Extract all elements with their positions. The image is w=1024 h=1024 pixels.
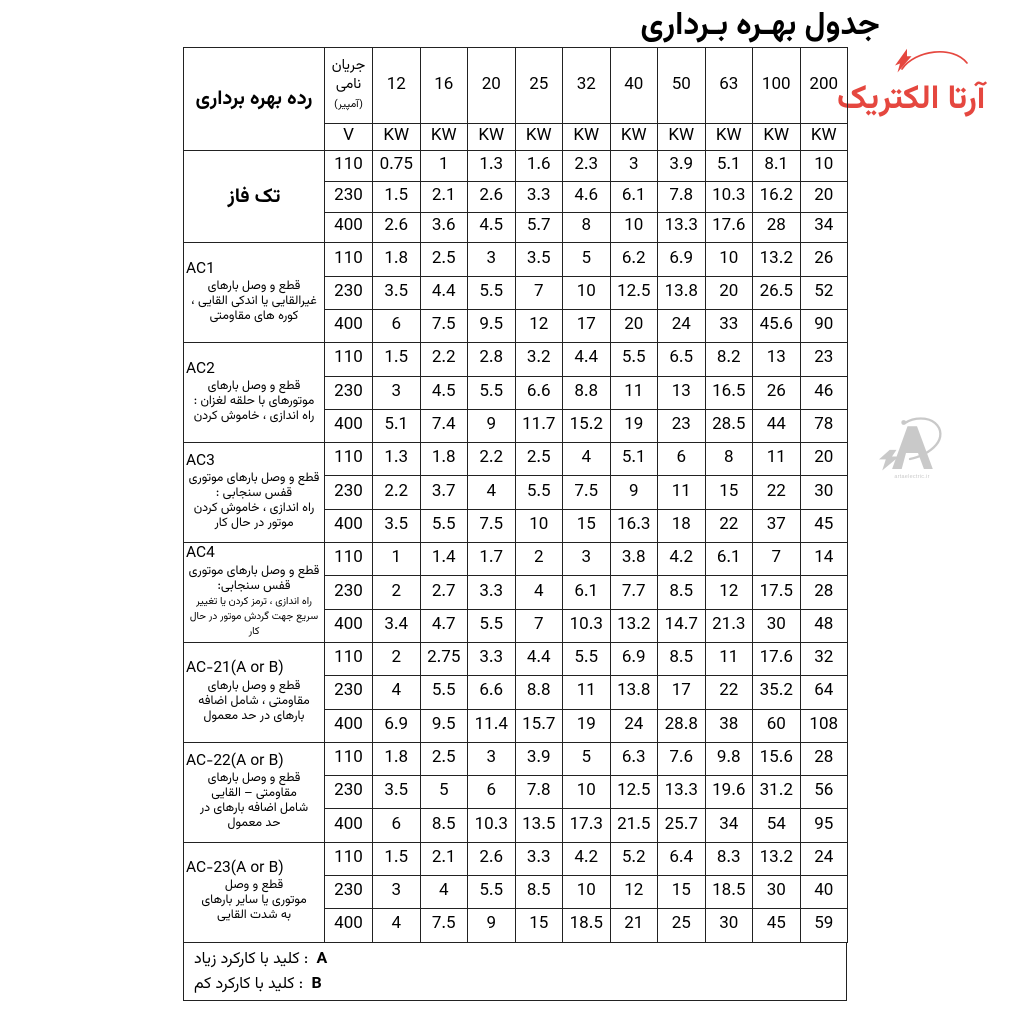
svg-text:artaelectric.ir: artaelectric.ir [894, 474, 929, 480]
svg-text:آرتا الکتریک: آرتا الکتریک [837, 74, 988, 125]
